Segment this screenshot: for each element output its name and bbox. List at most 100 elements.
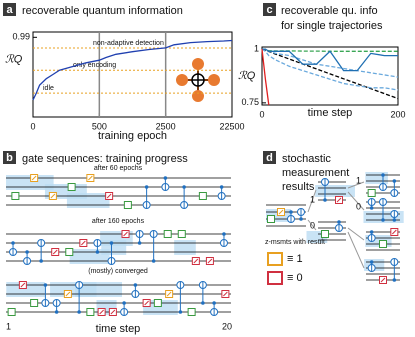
panel-letter-box bbox=[263, 151, 276, 164]
y-tick-label: 1 bbox=[254, 44, 259, 54]
qubit-icon bbox=[176, 58, 220, 102]
panel-letter: a bbox=[6, 4, 13, 16]
series-line bbox=[32, 39, 233, 101]
chart-title: for single trajectories bbox=[281, 20, 383, 32]
reference-label: non-adaptive detection bbox=[93, 40, 164, 47]
x-gate bbox=[11, 192, 20, 200]
measure-needle bbox=[380, 277, 386, 283]
x-gate bbox=[321, 230, 329, 238]
x-gate bbox=[123, 201, 132, 209]
series-line bbox=[261, 49, 270, 106]
measure-needle bbox=[31, 175, 37, 181]
branch-arrow bbox=[307, 219, 317, 231]
x-gate bbox=[267, 215, 275, 223]
cnot-control bbox=[182, 185, 186, 189]
x-gate bbox=[86, 308, 95, 316]
branch-arrow bbox=[347, 227, 365, 241]
cnot-control bbox=[381, 218, 385, 222]
highlight bbox=[75, 282, 123, 297]
highlight bbox=[101, 240, 127, 255]
highlight bbox=[365, 172, 388, 184]
y-tick-label: 0.75 bbox=[241, 97, 259, 107]
cnot-control bbox=[201, 301, 205, 305]
branch-label: 0 bbox=[356, 201, 361, 211]
panel-letter: d bbox=[266, 152, 273, 164]
cnot-control bbox=[337, 220, 341, 224]
measure-needle bbox=[207, 258, 213, 264]
x-axis-label: training epoch bbox=[98, 130, 167, 142]
x-axis-label: time step bbox=[96, 323, 141, 335]
circuit-caption: (mostly) converged bbox=[88, 268, 148, 275]
cnot-control bbox=[212, 301, 216, 305]
x-gate bbox=[379, 240, 387, 248]
x-axis-label: time step bbox=[308, 107, 353, 119]
cnot-control bbox=[43, 283, 48, 287]
branch-arrow bbox=[307, 189, 317, 213]
branch-arrow bbox=[347, 191, 365, 211]
reference-label: idle bbox=[43, 85, 54, 92]
branch-label: 0 bbox=[310, 220, 315, 230]
highlight bbox=[315, 185, 355, 197]
cnot-control bbox=[289, 210, 293, 214]
cnot-control bbox=[381, 173, 385, 177]
panel-title: gate sequences: training progress bbox=[22, 153, 188, 165]
x-gate bbox=[198, 192, 207, 200]
y-tick-label: 0.99 bbox=[12, 32, 30, 42]
measure-needle bbox=[20, 282, 26, 288]
cnot-control bbox=[109, 241, 114, 245]
cnot-control bbox=[151, 259, 156, 263]
measure-needle bbox=[110, 309, 116, 315]
legend-zero: ≡ 0 bbox=[287, 272, 303, 284]
series-line bbox=[261, 48, 399, 91]
circuit-caption: after 160 epochs bbox=[92, 218, 145, 225]
highlight bbox=[6, 175, 54, 190]
cnot-control bbox=[392, 278, 397, 282]
cnot-control bbox=[178, 310, 183, 314]
cnot-control bbox=[25, 250, 29, 254]
measure-needle bbox=[80, 240, 86, 246]
panel-letter-box bbox=[263, 3, 276, 16]
cnot-control bbox=[77, 310, 81, 314]
measure-needle bbox=[166, 291, 172, 297]
panel-letter: c bbox=[266, 4, 272, 16]
plot-frame bbox=[261, 46, 399, 106]
branch-label: 1 bbox=[310, 194, 315, 204]
panel-letter-box bbox=[3, 151, 16, 164]
reference-label: only encoding bbox=[73, 62, 116, 69]
highlight bbox=[174, 240, 196, 255]
chart-title: recoverable qu. info bbox=[281, 5, 378, 17]
branch-arrow bbox=[347, 181, 365, 189]
x-gate bbox=[67, 183, 76, 191]
y-axis-label: ℛQ bbox=[5, 53, 23, 65]
cnot-control bbox=[137, 241, 142, 245]
legend-title: z-msmts with result bbox=[265, 239, 325, 246]
cnot-control bbox=[122, 301, 126, 305]
x-tick-label: 200 bbox=[390, 109, 405, 119]
series-line bbox=[261, 48, 399, 100]
legend-swatch-zero bbox=[267, 271, 283, 285]
x-tick-label: 0 bbox=[259, 109, 264, 119]
measure-needle bbox=[391, 229, 397, 235]
axis-start: 1 bbox=[6, 321, 11, 331]
cnot-control bbox=[299, 217, 303, 221]
x-gate bbox=[30, 299, 39, 307]
panel-letter: b bbox=[6, 152, 13, 164]
branch-arrow bbox=[347, 231, 365, 269]
x-tick-label: 0 bbox=[30, 121, 35, 131]
highlight bbox=[6, 282, 45, 297]
cnot-control bbox=[369, 206, 374, 210]
cnot-control bbox=[369, 230, 374, 234]
legend-one: ≡ 1 bbox=[287, 253, 303, 265]
measure-needle bbox=[223, 291, 228, 297]
cnot-control bbox=[39, 259, 43, 263]
cnot-control bbox=[222, 232, 226, 236]
cnot-control bbox=[54, 310, 59, 314]
x-gate bbox=[177, 230, 186, 238]
cnot-control bbox=[369, 260, 374, 264]
x-gate bbox=[367, 189, 376, 197]
x-gate bbox=[7, 308, 16, 316]
panel-letter-box bbox=[3, 3, 16, 16]
x-gate bbox=[153, 299, 162, 307]
x-gate bbox=[163, 230, 172, 238]
